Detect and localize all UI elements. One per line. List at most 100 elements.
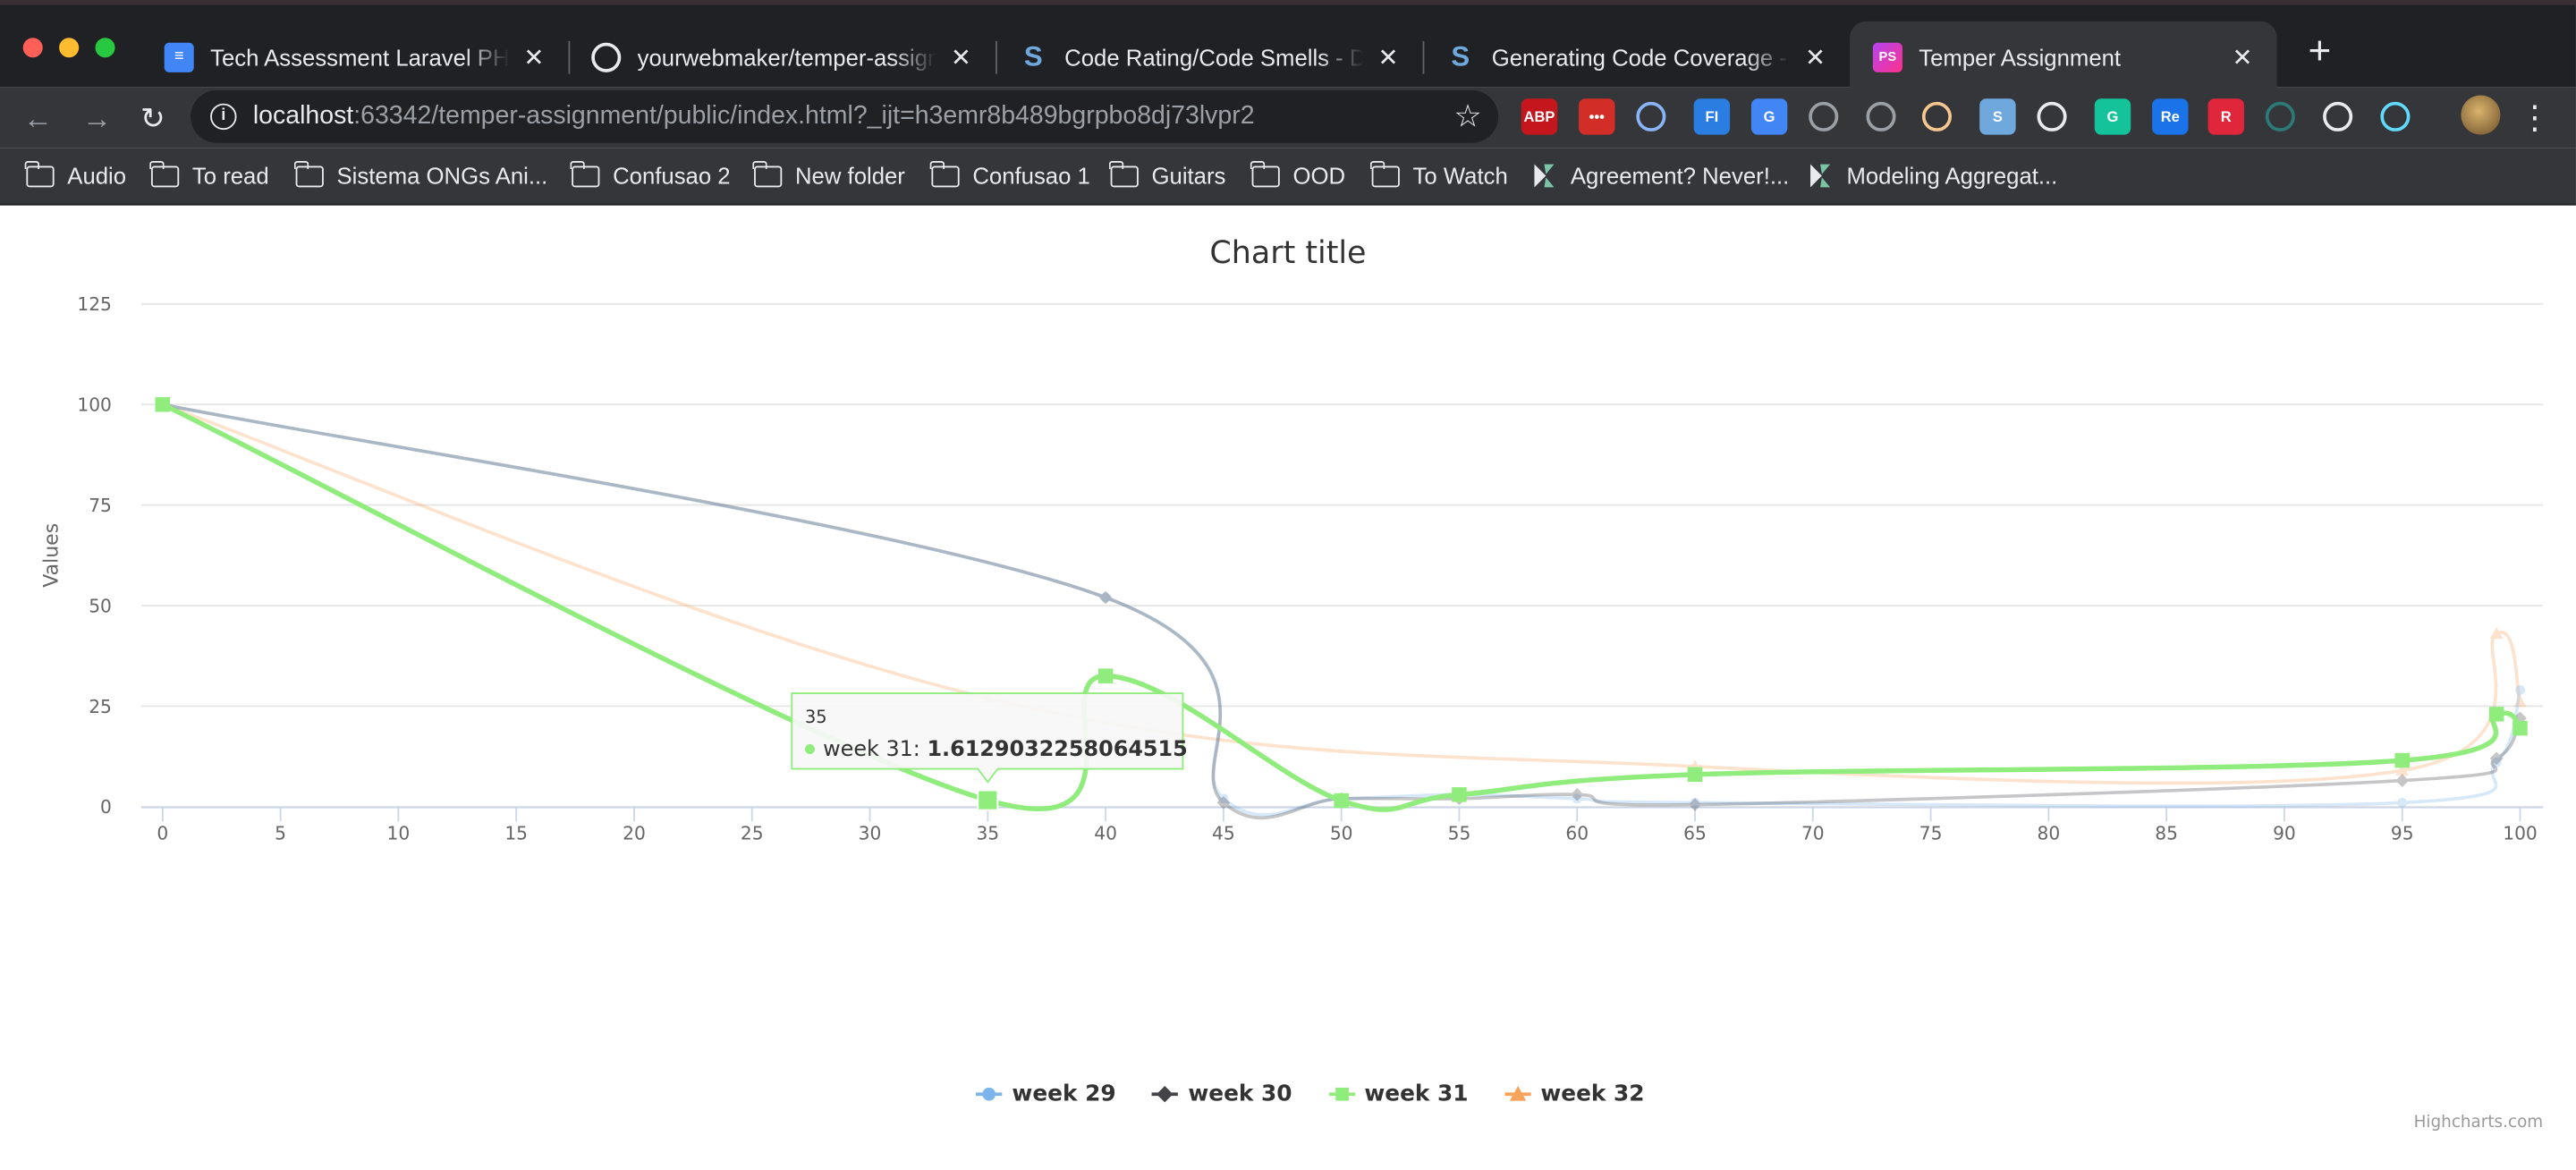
data-point-week-31[interactable] — [2512, 720, 2528, 736]
minimize-window-button[interactable] — [59, 38, 80, 58]
toggl-icon[interactable] — [1636, 101, 1666, 131]
profile-avatar[interactable] — [2461, 95, 2501, 135]
highcharts-credits[interactable]: Highcharts.com — [2413, 1114, 2544, 1132]
close-window-button[interactable] — [22, 38, 43, 58]
tab-code-coverage[interactable]: S Generating Code Coverage - Do ✕ — [1423, 21, 1851, 92]
bookmark-folder-to-watch[interactable]: To Watch — [1370, 157, 1508, 193]
tab-github[interactable]: yourwebmaker/temper-assignm ✕ — [568, 21, 996, 92]
close-icon[interactable]: ✕ — [2232, 43, 2253, 72]
data-point-week-29[interactable] — [1572, 793, 1582, 804]
y-tick-label: 75 — [89, 495, 112, 516]
data-point-week-32[interactable] — [2489, 627, 2504, 639]
data-point-week-30[interactable] — [1216, 795, 1231, 810]
tab-temper-assignment[interactable]: PS Temper Assignment ✕ — [1850, 21, 2277, 92]
maximize-window-button[interactable] — [95, 38, 115, 58]
data-point-week-29[interactable] — [2397, 797, 2408, 808]
data-point-week-30[interactable] — [1570, 787, 1584, 801]
chart-title: Chart title — [1209, 235, 1366, 271]
data-point-week-29[interactable] — [1690, 797, 1700, 808]
hovered-data-point[interactable] — [977, 789, 999, 811]
y-tick-label: 100 — [77, 394, 112, 416]
lastpass-icon[interactable]: ••• — [1579, 98, 1615, 135]
bookmark-folder-new-folder[interactable]: New folder — [752, 157, 905, 193]
pocket-icon[interactable] — [2323, 101, 2353, 131]
scrutinizer-extension-icon[interactable]: S — [1979, 98, 2016, 135]
bookmark-agreement-never[interactable]: Agreement? Never!... — [1531, 157, 1789, 193]
phpstorm-icon: PS — [1872, 41, 1902, 72]
data-point-week-31[interactable] — [2488, 707, 2504, 722]
screen-capture-icon[interactable] — [1809, 101, 1839, 131]
bookmark-folder-to-read[interactable]: To read — [149, 157, 269, 193]
legend-item-week-29[interactable]: week 29 — [975, 1081, 1116, 1107]
bookmark-folder-guitars[interactable]: Guitars — [1109, 157, 1225, 193]
x-tick-label: 10 — [387, 823, 411, 844]
video-extension-icon[interactable] — [2265, 101, 2295, 131]
adblock-plus-icon[interactable]: ABP — [1521, 98, 1558, 135]
x-tick-label: 35 — [976, 823, 999, 844]
bookmark-folder-confusao-1[interactable]: Confusao 1 — [930, 157, 1090, 193]
series-line-week-32 — [162, 403, 2522, 785]
y-axis-title: Values — [40, 523, 63, 588]
back-icon[interactable]: ← — [22, 101, 53, 135]
tab-code-rating[interactable]: S Code Rating/Code Smells - Docu ✕ — [996, 21, 1423, 92]
close-icon[interactable]: ✕ — [1377, 43, 1399, 72]
legend-item-week-31[interactable]: week 31 — [1327, 1081, 1469, 1107]
bookmark-folder-sistema-ongs[interactable]: Sistema ONGs Ani... — [294, 157, 547, 193]
data-point-week-30[interactable] — [1098, 590, 1113, 605]
bookmark-folder-audio[interactable]: Audio — [25, 157, 126, 193]
close-icon[interactable]: ✕ — [950, 43, 972, 72]
data-point-week-30[interactable] — [2395, 774, 2410, 787]
forward-icon[interactable]: → — [81, 101, 112, 135]
tab-separator — [996, 40, 997, 74]
bookmark-modeling-aggregates[interactable]: Modeling Aggregat... — [1807, 157, 2057, 193]
url-text[interactable]: localhost:63342/temper-assignment/public… — [252, 101, 1255, 131]
fi-extension-icon[interactable]: FI — [1693, 98, 1731, 135]
data-point-week-31[interactable] — [155, 396, 171, 412]
close-icon[interactable]: ✕ — [1804, 43, 1826, 72]
download-icon[interactable] — [1866, 101, 1896, 131]
folder-icon — [1250, 160, 1280, 187]
tooltip-series-dot — [804, 744, 816, 755]
data-point-week-31[interactable] — [1687, 767, 1703, 783]
grammarly-icon[interactable]: G — [2094, 98, 2131, 135]
close-icon[interactable]: ✕ — [523, 43, 545, 72]
data-point-week-29[interactable] — [1218, 793, 1229, 804]
legend-item-week-32[interactable]: week 32 — [1504, 1081, 1645, 1107]
data-point-week-32[interactable] — [2395, 764, 2410, 776]
data-point-week-30[interactable] — [1688, 798, 1702, 811]
reload-icon[interactable]: ↻ — [140, 101, 165, 135]
r-extension-icon[interactable]: R — [2207, 98, 2244, 135]
tab-tech-assessment[interactable]: ≡ Tech Assessment Laravel PHP - ✕ — [141, 21, 569, 92]
series-line-week-29 — [162, 403, 2522, 817]
data-point-week-31[interactable] — [1452, 787, 1467, 802]
data-point-week-31[interactable] — [1097, 668, 1114, 683]
new-tab-button[interactable]: + — [2308, 30, 2332, 74]
bookmark-star-icon[interactable]: ☆ — [1453, 100, 1482, 135]
tooltip-value-text: week 31: 1.6129032258064515 — [823, 736, 1188, 761]
x-tick-label: 45 — [1212, 823, 1235, 844]
menu-icon[interactable]: ⋮ — [2518, 100, 2552, 137]
x-tick-label: 95 — [2391, 823, 2414, 844]
data-point-week-31[interactable] — [2394, 752, 2410, 768]
site-info-icon[interactable]: i — [210, 103, 237, 131]
folder-icon — [25, 160, 55, 187]
google-docs-icon: ≡ — [164, 41, 194, 72]
bookmark-folder-ood[interactable]: OOD — [1250, 157, 1345, 193]
data-point-week-31[interactable] — [1334, 793, 1349, 809]
data-point-week-29[interactable] — [1100, 592, 1111, 603]
data-point-week-32[interactable] — [2513, 695, 2527, 708]
avatar-extension-icon[interactable] — [1921, 101, 1952, 131]
bookmark-folder-confusao-2[interactable]: Confusao 2 — [571, 157, 731, 193]
google-translate-icon[interactable]: G — [1750, 98, 1788, 135]
legend-item-week-30[interactable]: week 30 — [1151, 1081, 1292, 1107]
react-devtools-icon[interactable] — [2380, 101, 2411, 131]
data-point-week-29[interactable] — [2514, 684, 2526, 695]
readcube-icon[interactable]: Re — [2152, 98, 2189, 135]
address-bar[interactable]: i localhost:63342/temper-assignment/publ… — [191, 90, 1499, 143]
data-point-week-29[interactable] — [2491, 757, 2502, 767]
flame-icon[interactable] — [2037, 101, 2067, 131]
y-tick-label: 50 — [89, 595, 112, 616]
series-week-32 — [156, 397, 2527, 785]
x-tick-label: 30 — [859, 823, 882, 844]
